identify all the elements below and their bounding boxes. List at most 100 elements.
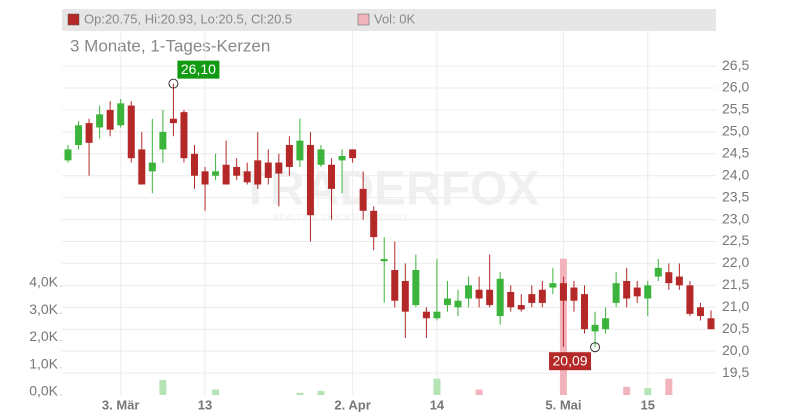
y2-tick-label: 0,0K — [29, 383, 58, 399]
candle-body — [180, 112, 188, 159]
candle-body — [486, 289, 494, 306]
y-tick-label: 21,5 — [722, 276, 749, 292]
candle-body — [254, 160, 262, 185]
candle-body — [127, 105, 135, 159]
header-band — [62, 9, 716, 31]
candle-body — [190, 153, 198, 176]
volume-bar — [159, 380, 167, 395]
candle-body — [169, 118, 177, 124]
y-tick-label: 20,5 — [722, 320, 749, 336]
subtitle: 3 Monate, 1-Tages-Kerzen — [70, 36, 270, 55]
candle-body — [633, 287, 641, 297]
candle-body — [391, 270, 399, 301]
candle-body — [465, 285, 473, 299]
candle-body — [222, 164, 230, 185]
candle-body — [317, 149, 325, 165]
candle-body — [559, 283, 567, 301]
candle-body — [243, 171, 251, 183]
candle-body — [64, 149, 72, 161]
x-tick-label: 3. Mär — [102, 397, 140, 412]
y-tick-label: 20,0 — [722, 342, 749, 358]
volume-bar — [644, 388, 652, 395]
y2-tick-label: 1,0K — [29, 355, 58, 371]
y2-tick-label: 2,0K — [29, 328, 58, 344]
annotation: 26,10 — [168, 60, 220, 89]
annotation: 20,09 — [549, 342, 601, 371]
volume-bar — [296, 392, 304, 395]
candle-body — [686, 285, 694, 314]
x-tick-label: 15 — [641, 397, 655, 412]
volume-bar — [623, 386, 631, 395]
candle-body — [285, 145, 293, 167]
candle-body — [538, 289, 546, 303]
y-tick-label: 23,0 — [722, 210, 749, 226]
y-tick-label: 26,5 — [722, 57, 749, 73]
x-tick-label: 2. Apr — [334, 397, 370, 412]
candle-body — [328, 164, 336, 189]
candle-body — [517, 305, 525, 310]
y-tick-label: 21,0 — [722, 298, 749, 314]
candle-body — [675, 276, 683, 286]
candle-body — [612, 283, 620, 303]
candle-body — [338, 155, 346, 161]
ohlc-swatch — [67, 13, 80, 26]
candle-body — [696, 307, 704, 317]
y2-tick-label: 3,0K — [29, 301, 58, 317]
candle-body — [623, 280, 631, 299]
y-tick-label: 25,0 — [722, 123, 749, 139]
y2-tick-label: 4,0K — [29, 274, 58, 290]
candle-body — [359, 188, 367, 211]
candle-body — [117, 103, 125, 126]
volume-swatch — [357, 13, 370, 26]
x-tick-label: 13 — [198, 397, 212, 412]
candle-body — [370, 210, 378, 238]
y-tick-label: 22,0 — [722, 254, 749, 270]
candle-body — [96, 114, 104, 128]
x-tick-label: 14 — [430, 397, 445, 412]
annotation-marker — [168, 78, 179, 89]
volume-bar — [665, 378, 673, 395]
candle-body — [507, 291, 515, 308]
volume-bar — [433, 378, 441, 395]
candle-body — [581, 294, 589, 330]
y-tick-label: 22,5 — [722, 232, 749, 248]
y-tick-label: 25,5 — [722, 101, 749, 117]
y-tick-label: 24,5 — [722, 144, 749, 160]
candle-body — [665, 272, 673, 284]
volume-bar — [212, 389, 220, 395]
candle-body — [591, 324, 599, 332]
candle-body — [412, 270, 420, 306]
candle-body — [138, 149, 146, 185]
candle-body — [85, 123, 93, 143]
volume-bar — [475, 389, 483, 395]
annotation-label: 20,09 — [553, 352, 588, 368]
candle-body — [106, 109, 114, 130]
y-tick-label: 23,5 — [722, 188, 749, 204]
candle-body — [275, 162, 283, 174]
candle-body — [644, 285, 652, 299]
candle-body — [159, 131, 167, 150]
volume-bar — [317, 390, 325, 395]
candle-body — [549, 283, 557, 288]
y-tick-label: 26,0 — [722, 79, 749, 95]
candle-body — [602, 318, 610, 330]
candle-body — [212, 171, 220, 176]
annotation-label: 26,10 — [181, 61, 216, 77]
watermark-sub: REALTIME STOCK SCREENING — [273, 212, 407, 222]
candle-body — [433, 311, 441, 319]
candle-body — [201, 171, 209, 185]
candle-body — [264, 162, 272, 178]
y-tick-label: 19,5 — [722, 364, 749, 380]
candle-body — [306, 145, 314, 216]
y-tick-label: 24,0 — [722, 166, 749, 182]
candle-body — [349, 149, 357, 159]
candle-body — [233, 166, 241, 176]
candle-body — [475, 289, 483, 299]
x-tick-label: 5. Mai — [545, 397, 581, 412]
candle-body — [296, 140, 304, 161]
candle-body — [443, 298, 451, 306]
candle-body — [401, 280, 409, 312]
volume-text: Vol: 0K — [374, 11, 416, 26]
candle-body — [380, 259, 388, 262]
